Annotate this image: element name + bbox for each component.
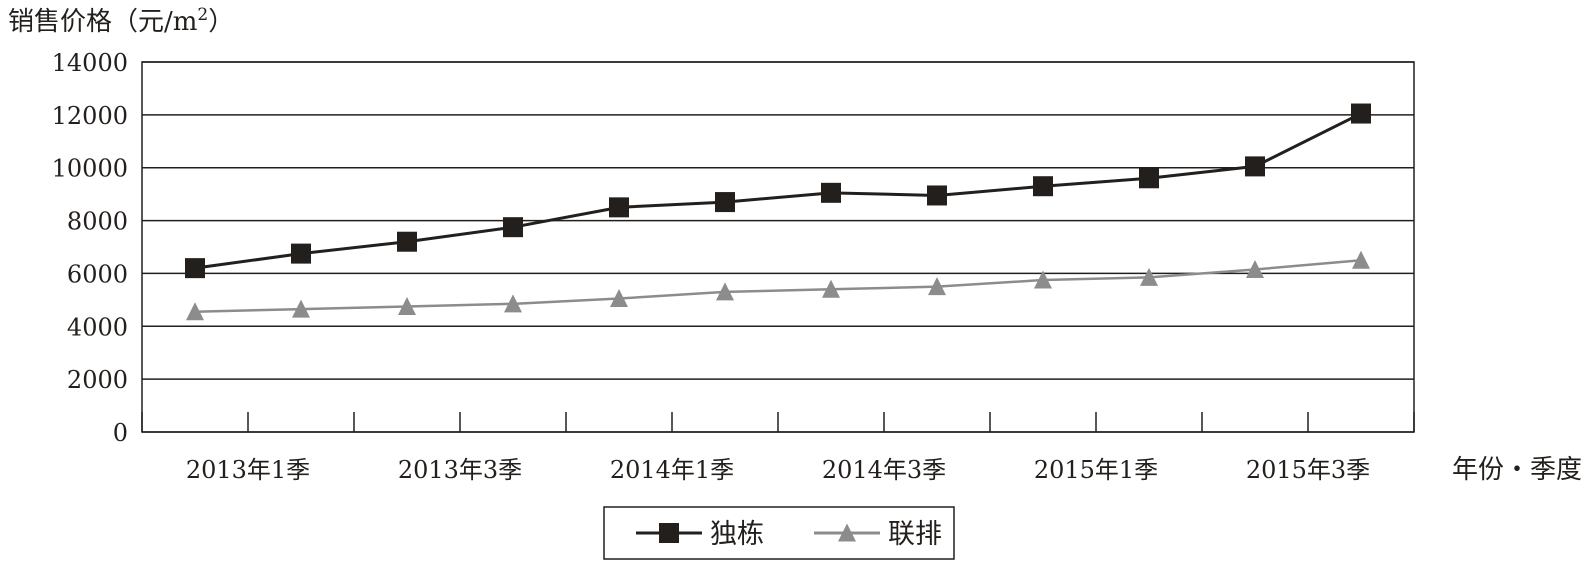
x-tick-label: 2015年1季 — [1034, 456, 1158, 484]
x-tick-label: 2014年3季 — [822, 456, 946, 484]
data-point — [1246, 259, 1264, 278]
y-axis-title-tail: ） — [208, 7, 234, 37]
y-axis-title-main: 销售价格（元/m — [8, 7, 197, 37]
data-point — [1034, 270, 1052, 289]
legend-marker — [838, 523, 856, 542]
data-point — [1139, 168, 1159, 189]
data-point — [821, 182, 841, 203]
y-tick-label: 10000 — [52, 155, 128, 183]
y-tick-label: 6000 — [67, 260, 128, 288]
data-point — [715, 192, 735, 213]
data-point — [716, 282, 734, 301]
data-point — [610, 289, 628, 308]
y-tick-label: 14000 — [52, 49, 128, 77]
legend-marker — [659, 523, 679, 543]
data-point — [186, 302, 204, 321]
y-tick-label: 2000 — [67, 366, 128, 394]
x-tick-label: 2015年3季 — [1246, 456, 1370, 484]
series-line — [194, 258, 1362, 313]
data-point — [928, 277, 946, 296]
x-tick-label: 2013年1季 — [186, 456, 310, 484]
data-point — [1033, 176, 1053, 197]
data-point — [503, 217, 523, 238]
data-point — [1351, 103, 1371, 124]
data-point — [397, 231, 417, 252]
data-point — [1140, 267, 1158, 286]
x-tick-label: 2014年1季 — [610, 456, 734, 484]
data-point — [1352, 250, 1370, 269]
axis-layer: 0 2000 4000 6000 8000 10000 12000 14000 2013年1季 2… — [52, 49, 1415, 484]
grid-layer — [142, 61, 1414, 433]
y-tick-label: 0 — [113, 419, 128, 447]
data-point — [292, 299, 310, 318]
data-point — [504, 294, 522, 313]
data-point — [291, 243, 311, 264]
data-point — [398, 296, 416, 315]
series-line — [194, 112, 1362, 270]
legend-label: 联排 — [888, 519, 942, 550]
data-point — [185, 258, 205, 279]
x-axis-title: 年份・季度 — [1452, 455, 1582, 485]
data-point — [822, 279, 840, 298]
y-tick-label: 8000 — [67, 208, 128, 236]
y-axis-title: 销售价格（元/m2） — [8, 5, 234, 37]
y-tick-label: 4000 — [67, 313, 128, 341]
y-axis-title-sup: 2 — [197, 5, 208, 25]
data-point — [927, 185, 947, 206]
data-point — [1245, 156, 1265, 177]
y-tick-label: 12000 — [52, 102, 128, 130]
data-point — [609, 197, 629, 218]
plot-frame — [141, 61, 1415, 433]
legend-label: 独栋 — [710, 519, 764, 550]
x-tick-label: 2013年3季 — [398, 456, 522, 484]
legend: 独栋 联排 — [603, 506, 955, 560]
series-layer — [185, 103, 1371, 321]
